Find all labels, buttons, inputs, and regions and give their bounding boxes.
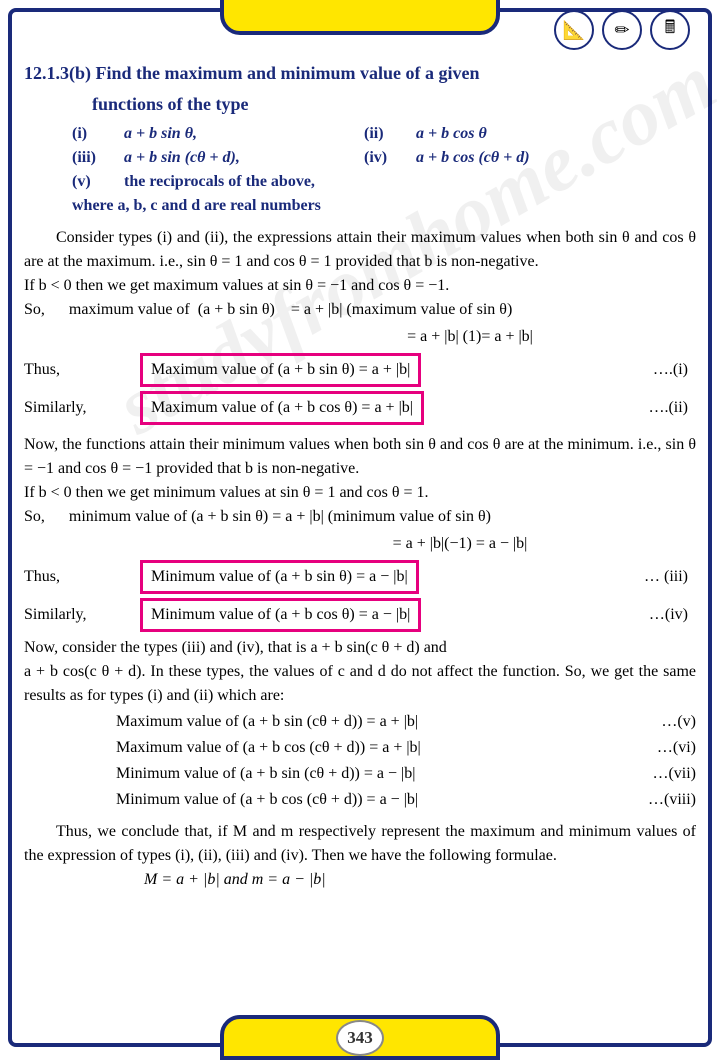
formula-number: ….(ii) xyxy=(648,396,696,420)
type-list: (i) a + b sin θ, (ii) a + b cos θ (iii) … xyxy=(72,122,696,218)
result-number: …(v) xyxy=(626,710,696,734)
formula-number: … (iii) xyxy=(644,565,696,589)
formula-row: Similarly, Maximum value of (a + b cos θ… xyxy=(24,391,696,425)
result-text: Maximum value of (a + b cos (cθ + d)) = … xyxy=(116,736,626,760)
type-num: (ii) xyxy=(364,122,416,146)
bottom-banner: 343 xyxy=(220,1015,500,1060)
paragraph: If b < 0 then we get minimum values at s… xyxy=(24,481,696,505)
type-expr: a + b sin θ, xyxy=(124,122,364,146)
compass-icon: 📐 xyxy=(554,10,594,50)
calculator-icon: 🖩 xyxy=(650,10,690,50)
formula-box: Maximum value of (a + b cos θ) = a + |b| xyxy=(140,391,424,425)
paragraph: So, minimum value of (a + b sin θ) = a +… xyxy=(24,505,696,529)
section-subheading: functions of the type xyxy=(92,91,696,118)
formula-row: Similarly, Minimum value of (a + b cos θ… xyxy=(24,598,696,632)
result-number: …(viii) xyxy=(626,788,696,812)
formula-row: Thus, Maximum value of (a + b sin θ) = a… xyxy=(24,353,696,387)
formula-box: Minimum value of (a + b sin θ) = a − |b| xyxy=(140,560,419,594)
formula-number: ….(i) xyxy=(653,358,696,382)
section-heading: 12.1.3(b) Find the maximum and minimum v… xyxy=(24,60,696,87)
result-row: Maximum value of (a + b sin (cθ + d)) = … xyxy=(24,710,696,734)
formula-box: Minimum value of (a + b cos θ) = a − |b| xyxy=(140,598,421,632)
formula-final: M = a + |b| and m = a − |b| xyxy=(144,868,696,892)
result-row: Minimum value of (a + b sin (cθ + d)) = … xyxy=(24,762,696,786)
page-content: 12.1.3(b) Find the maximum and minimum v… xyxy=(24,60,696,995)
result-number: …(vii) xyxy=(626,762,696,786)
page-number: 343 xyxy=(336,1020,384,1056)
type-expr: a + b cos (cθ + d) xyxy=(416,146,530,170)
type-expr: a + b sin (cθ + d), xyxy=(124,146,364,170)
pencil-icon: ✏ xyxy=(602,10,642,50)
result-text: Minimum value of (a + b cos (cθ + d)) = … xyxy=(116,788,626,812)
type-where: where a, b, c and d are real numbers xyxy=(72,194,696,218)
paragraph: So, maximum value of (a + b sin θ) = a +… xyxy=(24,298,696,322)
formula-label: Similarly, xyxy=(24,396,140,420)
result-row: Minimum value of (a + b cos (cθ + d)) = … xyxy=(24,788,696,812)
type-num: (iii) xyxy=(72,146,124,170)
formula-number: …(iv) xyxy=(649,603,696,627)
formula-row: Thus, Minimum value of (a + b sin θ) = a… xyxy=(24,560,696,594)
paragraph: Now, consider the types (iii) and (iv), … xyxy=(24,636,696,660)
formula-line: = a + |b|(−1) = a − |b| xyxy=(224,532,696,556)
paragraph: Consider types (i) and (ii), the express… xyxy=(24,226,696,274)
paragraph: Thus, we conclude that, if M and m respe… xyxy=(24,820,696,868)
result-text: Minimum value of (a + b sin (cθ + d)) = … xyxy=(116,762,626,786)
type-num: (i) xyxy=(72,122,124,146)
type-num: (iv) xyxy=(364,146,416,170)
type-num: (v) xyxy=(72,170,124,194)
type-expr: the reciprocals of the above, xyxy=(124,170,315,194)
paragraph: Now, the functions attain their minimum … xyxy=(24,433,696,481)
paragraph: If b < 0 then we get maximum values at s… xyxy=(24,274,696,298)
formula-line: = a + |b| (1)= a + |b| xyxy=(244,325,696,349)
top-banner xyxy=(220,0,500,35)
formula-label: Thus, xyxy=(24,565,140,589)
result-number: …(vi) xyxy=(626,736,696,760)
formula-label: Similarly, xyxy=(24,603,140,627)
paragraph: a + b cos(c θ + d). In these types, the … xyxy=(24,660,696,708)
result-text: Maximum value of (a + b sin (cθ + d)) = … xyxy=(116,710,626,734)
result-row: Maximum value of (a + b cos (cθ + d)) = … xyxy=(24,736,696,760)
formula-box: Maximum value of (a + b sin θ) = a + |b| xyxy=(140,353,421,387)
tool-icons-group: 📐 ✏ 🖩 xyxy=(554,10,690,50)
type-expr: a + b cos θ xyxy=(416,122,487,146)
formula-label: Thus, xyxy=(24,358,140,382)
